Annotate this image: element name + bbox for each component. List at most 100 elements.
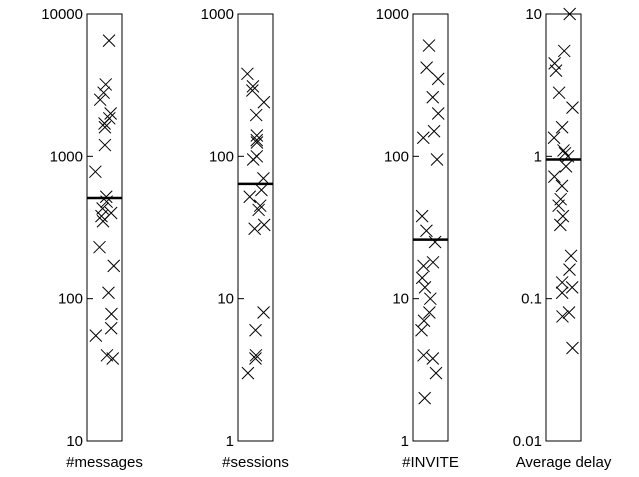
plot-frame	[86, 13, 123, 442]
data-point	[566, 341, 579, 355]
y-tick-label: 10	[66, 433, 83, 450]
data-point	[100, 348, 114, 362]
data-point	[241, 67, 254, 81]
data-point	[564, 249, 578, 263]
data-point	[257, 95, 271, 109]
plot-frame	[237, 13, 274, 442]
data-point	[415, 323, 428, 337]
y-tick-label: 100	[209, 148, 234, 165]
y-tick-label: 1000	[376, 6, 409, 23]
data-point	[427, 124, 441, 138]
data-point	[96, 214, 110, 228]
data-point	[246, 80, 260, 93]
data-point	[416, 131, 430, 145]
data-point	[555, 276, 569, 289]
data-point	[252, 203, 265, 217]
data-point	[250, 136, 264, 149]
data-point	[102, 286, 115, 300]
plot-frame	[412, 13, 449, 442]
data-point	[241, 366, 255, 380]
data-point	[249, 352, 262, 365]
y-tick-label: 0.01	[513, 433, 542, 450]
data-point	[250, 129, 264, 142]
y-tick-label: 10000	[41, 6, 83, 23]
data-point	[95, 209, 108, 223]
data-point	[415, 209, 429, 223]
data-point	[423, 306, 436, 319]
data-point	[246, 153, 260, 166]
data-point	[549, 64, 563, 77]
y-tick-label: 0.1	[521, 291, 542, 308]
data-point	[257, 172, 270, 185]
data-point	[243, 190, 257, 204]
data-point	[430, 153, 444, 166]
data-point	[555, 179, 569, 193]
data-point	[417, 314, 431, 328]
data-point	[562, 306, 576, 319]
data-point	[99, 78, 113, 91]
y-tick-label: 10	[525, 6, 542, 23]
data-point	[415, 271, 429, 285]
data-point	[423, 292, 437, 306]
data-point	[105, 307, 118, 321]
data-point	[104, 107, 117, 120]
data-point	[563, 7, 577, 21]
data-point	[566, 101, 579, 114]
data-point	[249, 108, 263, 122]
y-tick-label: 1000	[50, 148, 83, 165]
x-axis-label: Average delay	[516, 454, 612, 471]
data-point	[426, 90, 440, 104]
data-point	[257, 218, 271, 232]
data-point	[104, 321, 118, 335]
y-tick-label: 10	[392, 291, 409, 308]
data-point	[107, 259, 121, 273]
panel-4: 0.01 0.1 1 10 Average delay	[513, 6, 612, 471]
data-point	[420, 61, 433, 74]
data-point	[249, 323, 262, 337]
data-point	[418, 281, 432, 294]
data-point	[418, 391, 432, 405]
data-point	[106, 352, 120, 365]
x-axis-label: #sessions	[222, 454, 289, 471]
plot-frame	[545, 13, 582, 442]
data-point	[102, 34, 116, 47]
data-point	[559, 160, 573, 173]
data-point	[431, 107, 445, 120]
data-point	[93, 93, 107, 107]
data-point	[426, 352, 440, 365]
y-tick-label: 100	[58, 291, 83, 308]
data-point	[426, 255, 440, 269]
y-tick-label: 1000	[201, 6, 234, 23]
data-point	[255, 183, 268, 197]
y-tick-label: 10	[217, 291, 234, 308]
data-point	[257, 306, 270, 319]
data-point	[98, 138, 112, 152]
data-point	[89, 165, 102, 179]
data-point	[89, 329, 103, 342]
y-tick-label: 1	[226, 433, 234, 450]
data-point	[417, 259, 430, 273]
x-axis-label: #messages	[66, 454, 143, 471]
data-point	[93, 240, 106, 254]
data-point	[556, 209, 570, 223]
data-point	[553, 218, 567, 232]
data-point	[557, 144, 570, 157]
data-point	[555, 120, 569, 134]
data-point	[547, 131, 561, 145]
y-tick-label: 1	[534, 148, 542, 165]
data-point	[253, 199, 267, 213]
y-tick-label: 1	[401, 433, 409, 450]
y-tick-label: 100	[384, 148, 409, 165]
data-point	[563, 263, 576, 276]
panel-2: 1 10 100 1000 #sessions	[201, 6, 289, 471]
data-point	[431, 72, 445, 86]
panel-1: 10 100 1000 10000 #messages	[41, 6, 143, 471]
data-point	[552, 86, 566, 100]
data-point	[555, 286, 569, 300]
data-point	[556, 310, 569, 323]
data-point	[248, 222, 262, 236]
data-point	[417, 348, 430, 362]
data-point	[98, 117, 111, 130]
data-point	[250, 133, 264, 147]
